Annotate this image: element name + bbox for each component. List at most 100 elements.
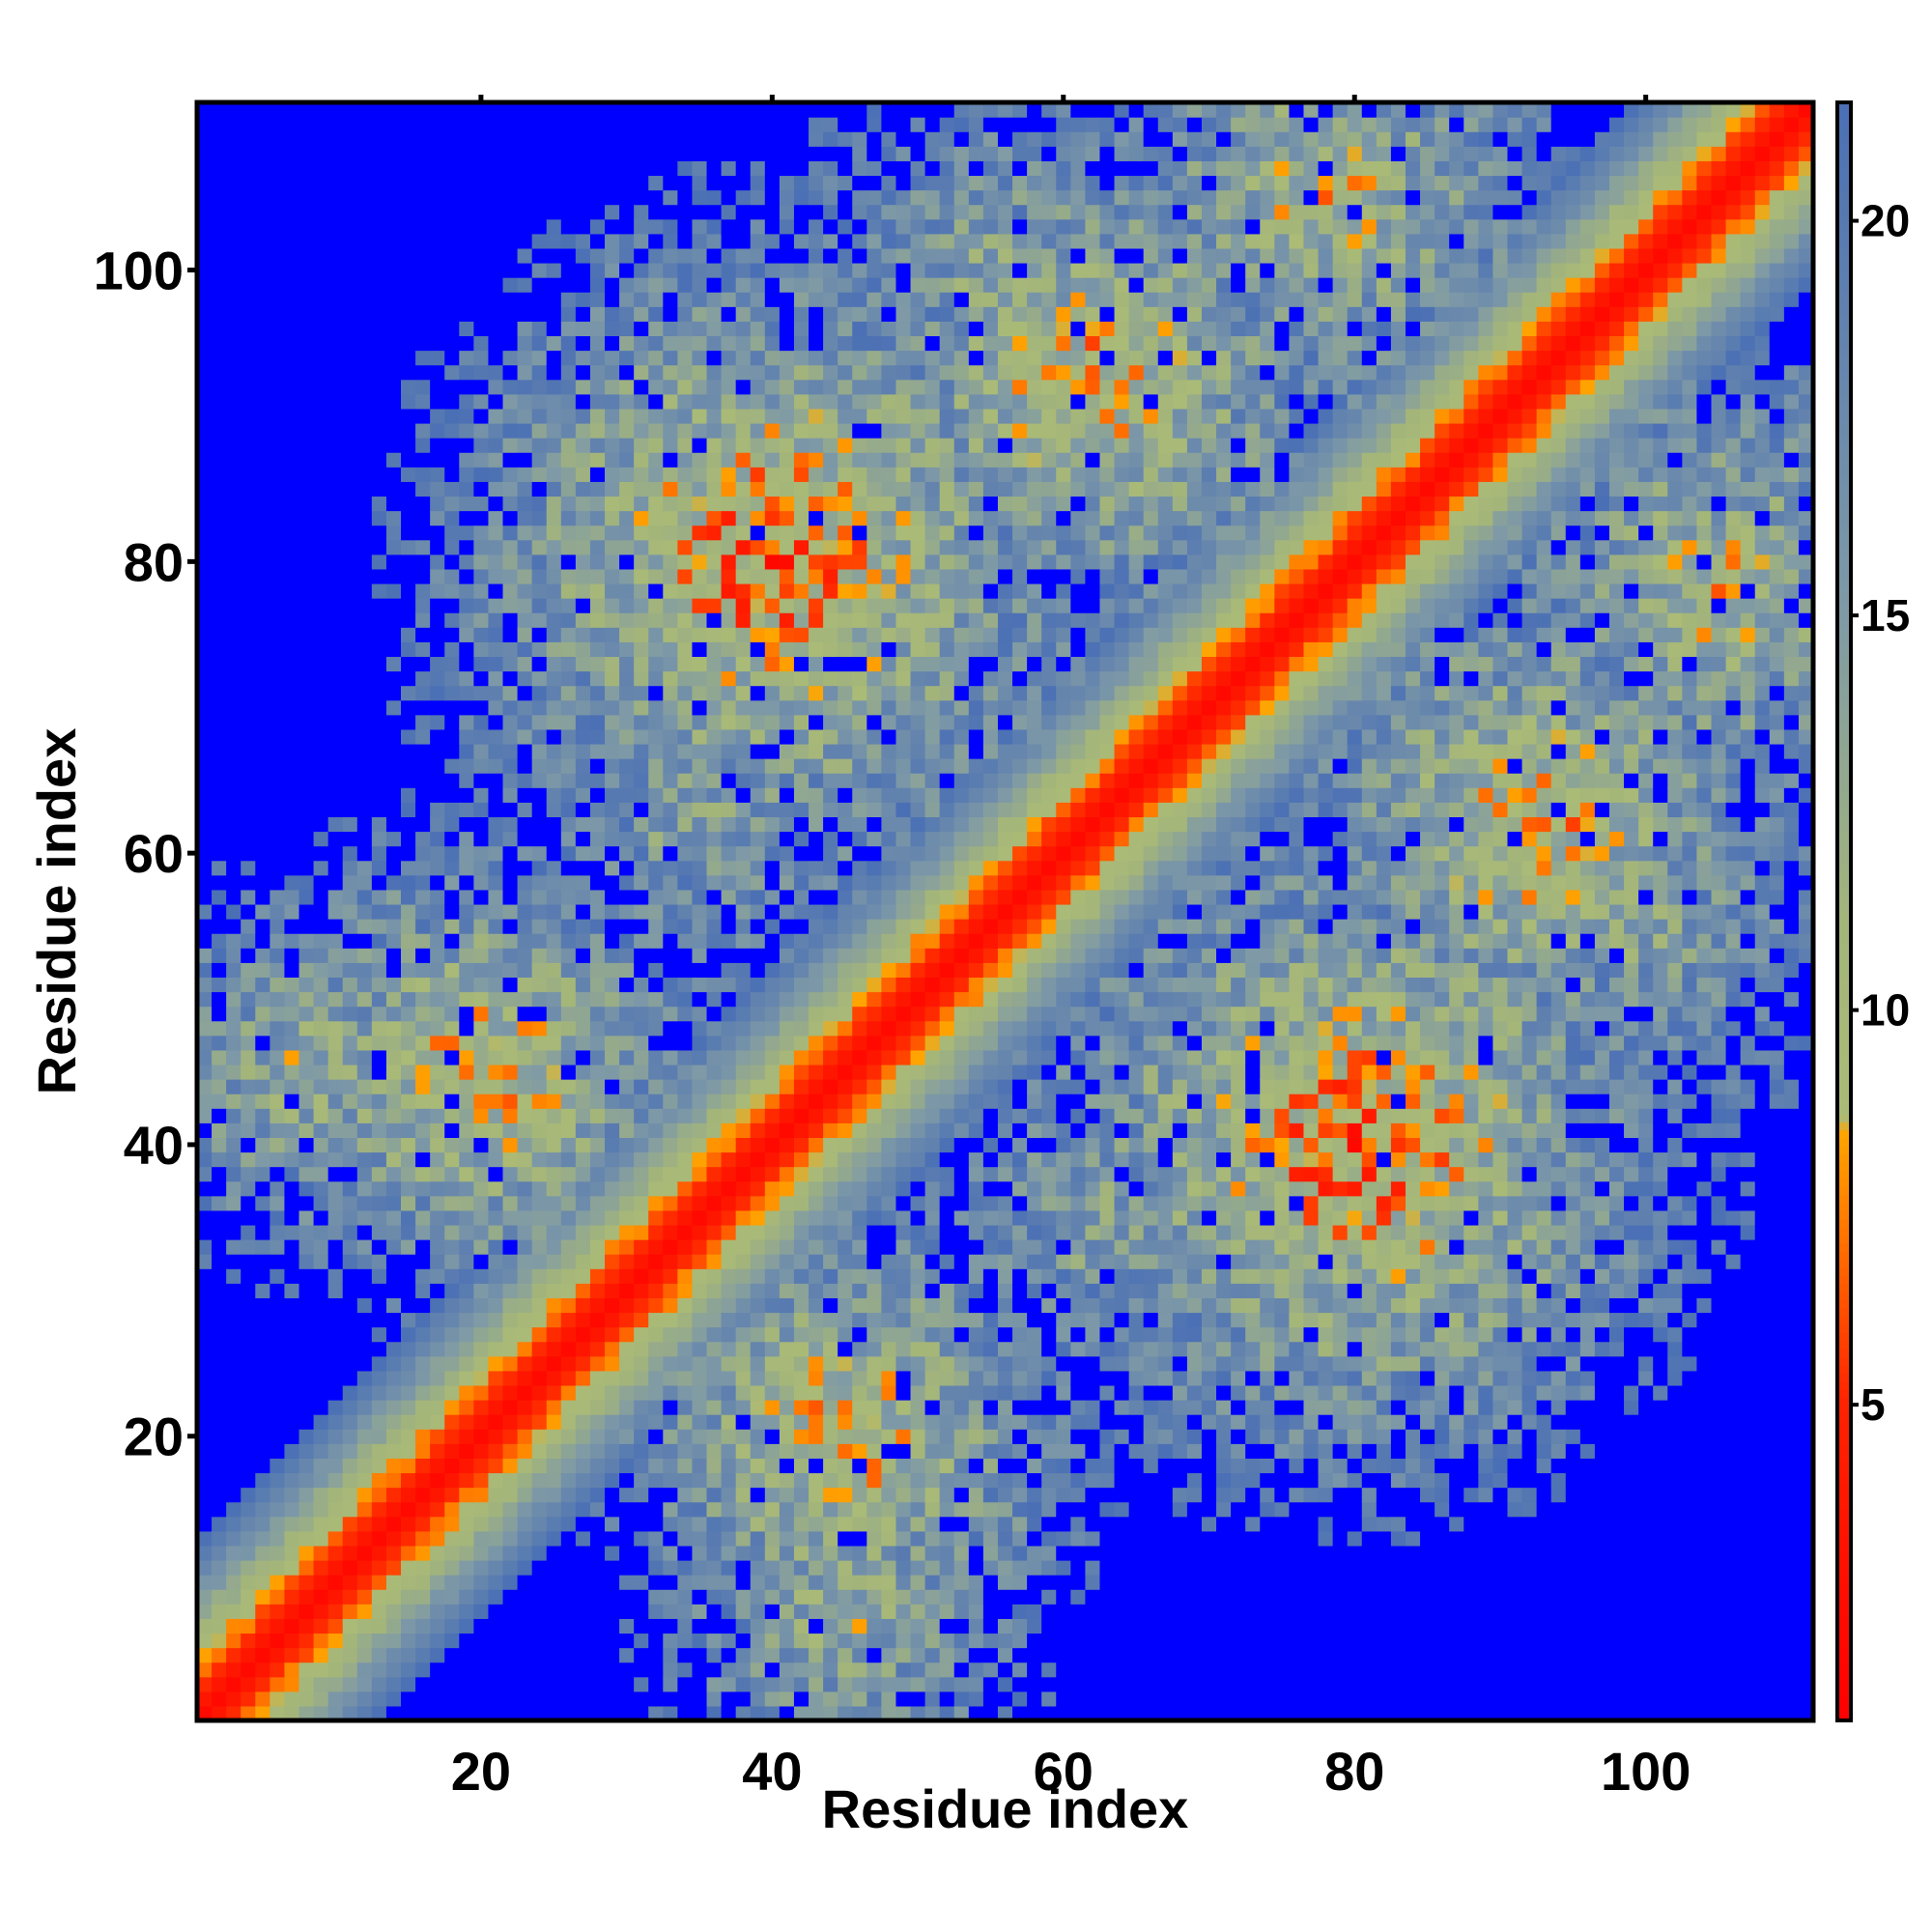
heatmap-cell (270, 204, 286, 220)
heatmap-cell (401, 218, 416, 235)
heatmap-cell (531, 1589, 548, 1605)
heatmap-cell (342, 685, 358, 701)
heatmap-cell (663, 467, 678, 482)
heatmap-cell (415, 350, 431, 366)
heatmap-cell (793, 1079, 810, 1094)
heatmap-cell (838, 1530, 853, 1547)
heatmap-cell (327, 364, 344, 381)
heatmap-cell (284, 1633, 300, 1649)
heatmap-cell (284, 1560, 300, 1576)
heatmap-cell (371, 1545, 387, 1561)
heatmap-cell (531, 699, 548, 716)
heatmap-cell (809, 568, 824, 584)
heatmap-cell (809, 1443, 824, 1459)
heatmap-cell (313, 233, 329, 249)
heatmap-cell (313, 452, 329, 468)
heatmap-cell (531, 889, 548, 905)
heatmap-cell (430, 1545, 445, 1561)
heatmap-cell (517, 262, 533, 278)
heatmap-cell (706, 1705, 723, 1721)
heatmap-cell (677, 962, 694, 979)
heatmap-cell (430, 1268, 445, 1284)
heatmap-cell (197, 1560, 213, 1576)
heatmap-cell (473, 1487, 490, 1503)
heatmap-cell (415, 452, 431, 468)
heatmap-cell (619, 175, 635, 191)
heatmap-cell (459, 262, 474, 278)
heatmap-cell (197, 1079, 213, 1094)
heatmap-cell (356, 117, 373, 132)
heatmap-cell (342, 438, 358, 453)
heatmap-cell (356, 1429, 373, 1444)
heatmap-cell (371, 1487, 387, 1503)
heatmap-cell (619, 627, 635, 642)
heatmap-cell (764, 481, 781, 497)
heatmap-cell (488, 1662, 504, 1678)
heatmap-cell (473, 1035, 490, 1051)
heatmap-cell (779, 1676, 795, 1692)
heatmap-cell (255, 1414, 270, 1430)
heatmap-cell (226, 554, 242, 570)
heatmap-cell (255, 364, 270, 381)
heatmap-cell (663, 233, 678, 249)
heatmap-cell (488, 218, 504, 235)
heatmap-cell (385, 845, 402, 862)
heatmap-cell (401, 364, 416, 381)
heatmap-cell (677, 816, 694, 833)
heatmap-cell (284, 525, 300, 541)
heatmap-cell (226, 977, 242, 993)
heatmap-cell (546, 160, 562, 177)
heatmap-cell (313, 1472, 329, 1489)
heatmap-cell (677, 1414, 694, 1430)
heatmap-cell (706, 1020, 723, 1037)
heatmap-cell (605, 1384, 620, 1401)
heatmap-cell (327, 758, 344, 774)
heatmap-cell (197, 1035, 213, 1051)
heatmap-cell (605, 656, 620, 672)
heatmap-cell (284, 554, 300, 570)
heatmap-cell (706, 977, 723, 993)
heatmap-cell (735, 1705, 752, 1721)
heatmap-cell (575, 510, 591, 526)
heatmap-cell (605, 1589, 620, 1605)
heatmap-cell (721, 247, 737, 264)
heatmap-cell (619, 1443, 635, 1459)
heatmap-cell (212, 218, 227, 235)
heatmap-cell (750, 787, 766, 803)
heatmap-cell (356, 262, 373, 278)
heatmap-cell (444, 874, 460, 891)
heatmap-cell (692, 1312, 708, 1328)
heatmap-cell (327, 1705, 344, 1721)
heatmap-cell (589, 1370, 606, 1386)
heatmap-cell (473, 1006, 490, 1022)
heatmap-cell (721, 699, 737, 716)
heatmap-cell (648, 1064, 664, 1080)
heatmap-cell (764, 1575, 781, 1590)
heatmap-cell (706, 1487, 723, 1503)
heatmap-cell (385, 1094, 402, 1109)
heatmap-cell (444, 1530, 460, 1547)
heatmap-cell (270, 379, 286, 395)
heatmap-cell (648, 1020, 664, 1037)
heatmap-cell (385, 962, 402, 979)
heatmap-cell (197, 247, 213, 264)
heatmap-cell (459, 1224, 474, 1240)
heatmap-cell (634, 612, 649, 628)
heatmap-cell (793, 233, 810, 249)
heatmap-cell (560, 481, 577, 497)
heatmap-cell (197, 1647, 213, 1663)
heatmap-cell (779, 277, 795, 293)
heatmap-cell (692, 1341, 708, 1357)
heatmap-cell (692, 321, 708, 337)
heatmap-cell (605, 582, 620, 599)
heatmap-cell (546, 816, 562, 833)
heatmap-cell (284, 598, 300, 613)
heatmap-cell (589, 467, 606, 482)
heatmap-cell (764, 919, 781, 934)
heatmap-cell (313, 1020, 329, 1037)
heatmap-cell (663, 1604, 678, 1619)
heatmap-cell (385, 175, 402, 191)
heatmap-cell (809, 1676, 824, 1692)
heatmap-cell (721, 568, 737, 584)
heatmap-cell (721, 1690, 737, 1707)
